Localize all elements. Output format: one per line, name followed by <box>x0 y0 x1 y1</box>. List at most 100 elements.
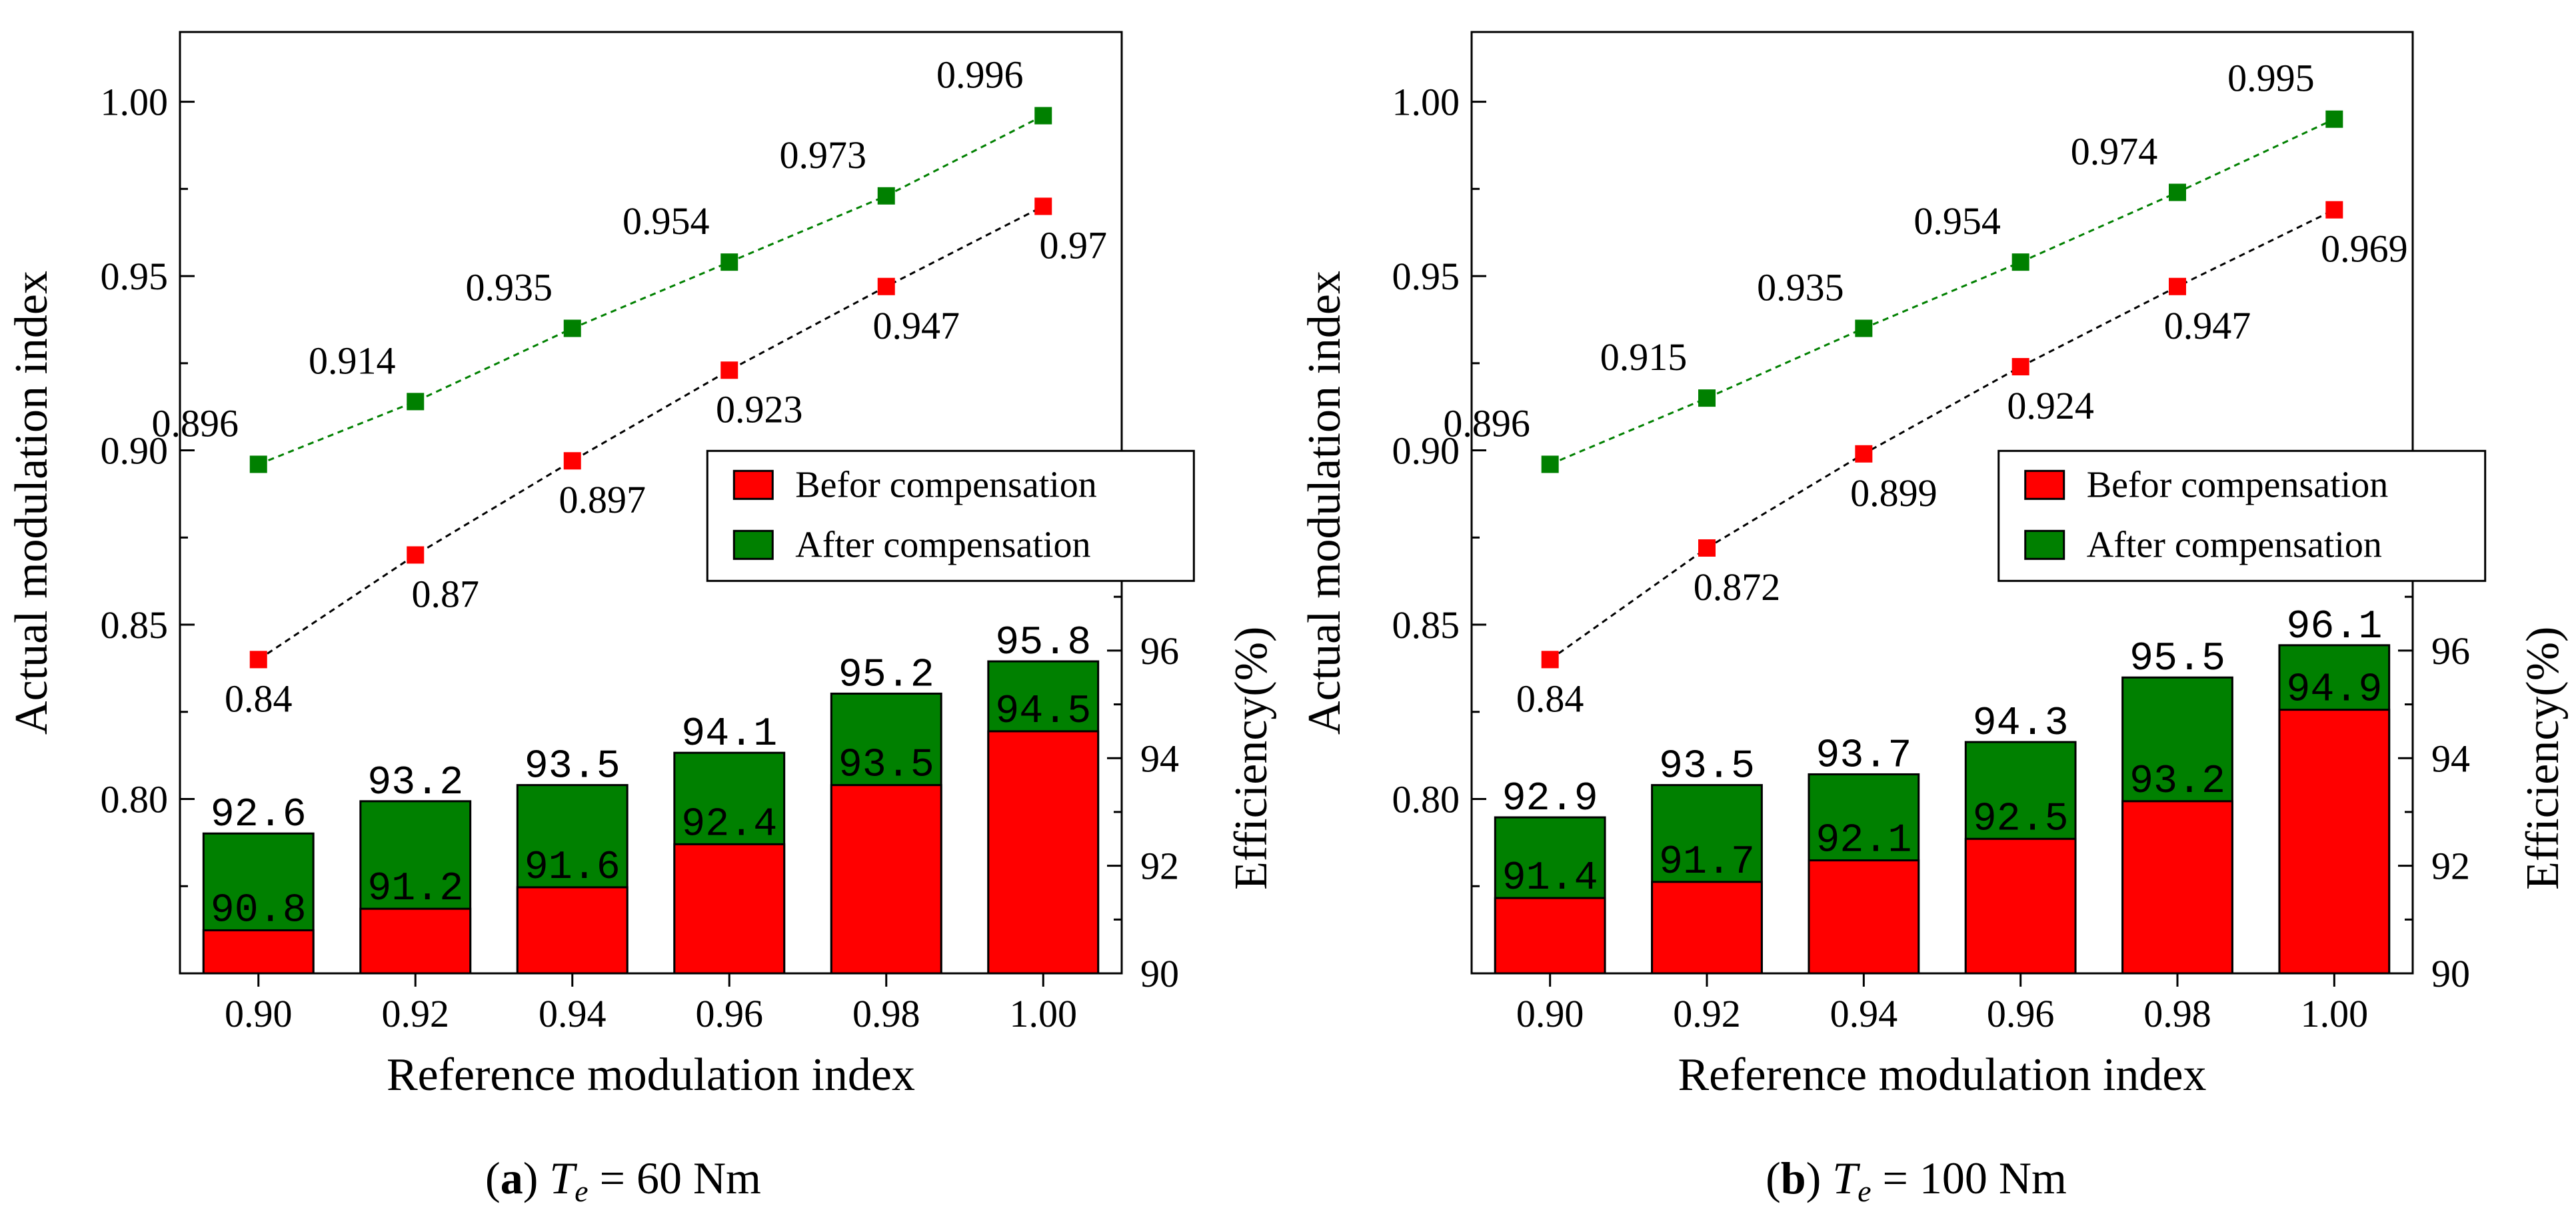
point-label-after: 0.974 <box>2071 130 2158 173</box>
series-marker-after <box>877 187 895 205</box>
y-right-axis-title: Efficiency(%) <box>1226 627 1277 890</box>
series-marker-after <box>1698 389 1716 407</box>
bar-label-before: 94.9 <box>2286 668 2382 713</box>
x-tick-label: 1.00 <box>1010 992 1078 1035</box>
series-line-before <box>257 205 1044 661</box>
series-line-before <box>1549 209 2335 661</box>
y-left-tick-label: 0.90 <box>101 429 169 473</box>
bar-label-after: 93.2 <box>367 761 463 806</box>
bar-label-after: 94.1 <box>681 712 777 757</box>
point-label-before: 0.924 <box>2007 384 2094 427</box>
bar-label-before: 94.5 <box>995 689 1091 735</box>
y-right-tick-label: 92 <box>1140 845 1179 888</box>
bar-label-after: 93.5 <box>1659 745 1755 790</box>
y-left-axis-title: Actual modulation index <box>6 271 57 735</box>
series-marker-before <box>2325 201 2343 219</box>
bar-before-compensation <box>1964 837 2077 975</box>
y-left-tick-label: 0.95 <box>1392 255 1460 298</box>
bar-label-after: 92.9 <box>1502 777 1598 822</box>
legend-box <box>706 449 1195 582</box>
chart-panel-b: 92.9 91.4 93.5 91.7 93.7 92.1 94.3 92.5 95.5 93.2… <box>1299 31 2569 1208</box>
point-label-after: 0.896 <box>152 401 239 445</box>
point-label-after: 0.896 <box>1443 401 1530 445</box>
legend-swatch-after <box>2024 529 2065 560</box>
y-left-tick-label: 0.90 <box>1392 429 1460 473</box>
series-marker-before <box>563 452 581 470</box>
bar-label-before: 91.2 <box>367 867 463 912</box>
y-left-axis-title: Actual modulation index <box>1299 271 1350 735</box>
caption-symbol: T <box>1832 1153 1860 1203</box>
y-right-tick-label: 96 <box>1140 629 1179 673</box>
caption-symbol: T <box>549 1153 577 1203</box>
point-label-after: 0.935 <box>1757 266 1844 309</box>
bar-label-before: 93.5 <box>838 743 934 789</box>
bar-label-before: 92.1 <box>1816 819 1912 864</box>
caption-letter: b <box>1781 1153 1806 1203</box>
legend-swatch-before <box>732 469 774 500</box>
caption-paren: ( <box>485 1153 501 1203</box>
legend-label-after: After compensation <box>795 524 1090 565</box>
bar-label-after: 93.7 <box>1816 733 1912 779</box>
bar-before-compensation <box>1494 897 1606 975</box>
legend-box <box>1997 449 2487 582</box>
x-tick-label: 0.94 <box>539 992 607 1035</box>
legend-swatch-after <box>732 529 774 560</box>
y-left-tick-label: 0.85 <box>101 603 169 647</box>
caption-text: = 60 Nm <box>589 1153 761 1203</box>
series-marker-after <box>1541 455 1559 473</box>
bar-label-after: 95.2 <box>838 653 934 698</box>
bar-label-after: 95.5 <box>2129 637 2225 682</box>
y-left-tick-label: 0.80 <box>101 778 169 821</box>
series-line-after <box>258 115 1044 465</box>
series-marker-after <box>720 253 738 271</box>
y-left-tick-label: 1.00 <box>1392 81 1460 124</box>
x-axis-title: Reference modulation index <box>1678 1049 2206 1101</box>
point-label-after: 0.996 <box>936 53 1024 97</box>
x-tick-label: 0.90 <box>1516 992 1584 1035</box>
caption-paren: ( <box>1766 1153 1781 1203</box>
x-tick-label: 1.00 <box>2301 992 2369 1035</box>
bar-label-before: 90.8 <box>211 888 307 933</box>
point-label-after: 0.995 <box>2227 57 2315 100</box>
y-right-tick-label: 94 <box>2431 737 2470 780</box>
bar-before-compensation <box>987 730 1100 975</box>
point-label-before: 0.84 <box>1516 677 1584 720</box>
bar-label-before: 91.7 <box>1659 840 1755 885</box>
y-right-tick-label: 90 <box>1140 952 1179 995</box>
y-right-tick-label: 92 <box>2431 845 2470 888</box>
bar-before-compensation <box>2278 709 2391 975</box>
point-label-after: 0.954 <box>623 199 710 243</box>
caption-letter: a <box>501 1153 523 1203</box>
point-label-before: 0.84 <box>225 677 293 720</box>
series-marker-after <box>2011 253 2029 271</box>
point-label-before: 0.899 <box>1850 471 1937 515</box>
legend-label-after: After compensation <box>2087 524 2382 565</box>
point-label-after: 0.915 <box>1600 335 1688 379</box>
y-left-tick-label: 0.85 <box>1392 603 1460 647</box>
bar-label-after: 92.6 <box>211 793 307 838</box>
bar-before-compensation <box>516 886 629 975</box>
series-line-after <box>1550 118 2335 465</box>
figure-caption: (a) Te = 60 Nm <box>485 1153 761 1208</box>
bar-before-compensation <box>202 929 315 975</box>
series-marker-before <box>1855 445 1873 463</box>
point-label-before: 0.947 <box>2164 304 2251 347</box>
legend-label-before: Befor compensation <box>795 464 1097 505</box>
series-marker-before <box>877 277 895 295</box>
point-label-before: 0.87 <box>412 572 480 615</box>
bar-label-after: 94.3 <box>1973 701 2069 747</box>
bar-before-compensation <box>1808 859 1920 975</box>
series-marker-before <box>2169 277 2186 295</box>
x-tick-label: 0.90 <box>225 992 293 1035</box>
x-tick-label: 0.96 <box>1987 992 2055 1035</box>
point-label-after: 0.914 <box>309 339 396 382</box>
series-marker-after <box>563 319 581 337</box>
bar-label-after: 93.5 <box>525 745 621 790</box>
point-label-after: 0.954 <box>1914 199 2001 243</box>
series-marker-before <box>1541 651 1559 669</box>
bar-label-before: 92.4 <box>681 802 777 847</box>
caption-subscript: e <box>575 1174 588 1208</box>
bar-label-before: 91.4 <box>1502 856 1598 901</box>
bar-before-compensation <box>359 907 472 975</box>
